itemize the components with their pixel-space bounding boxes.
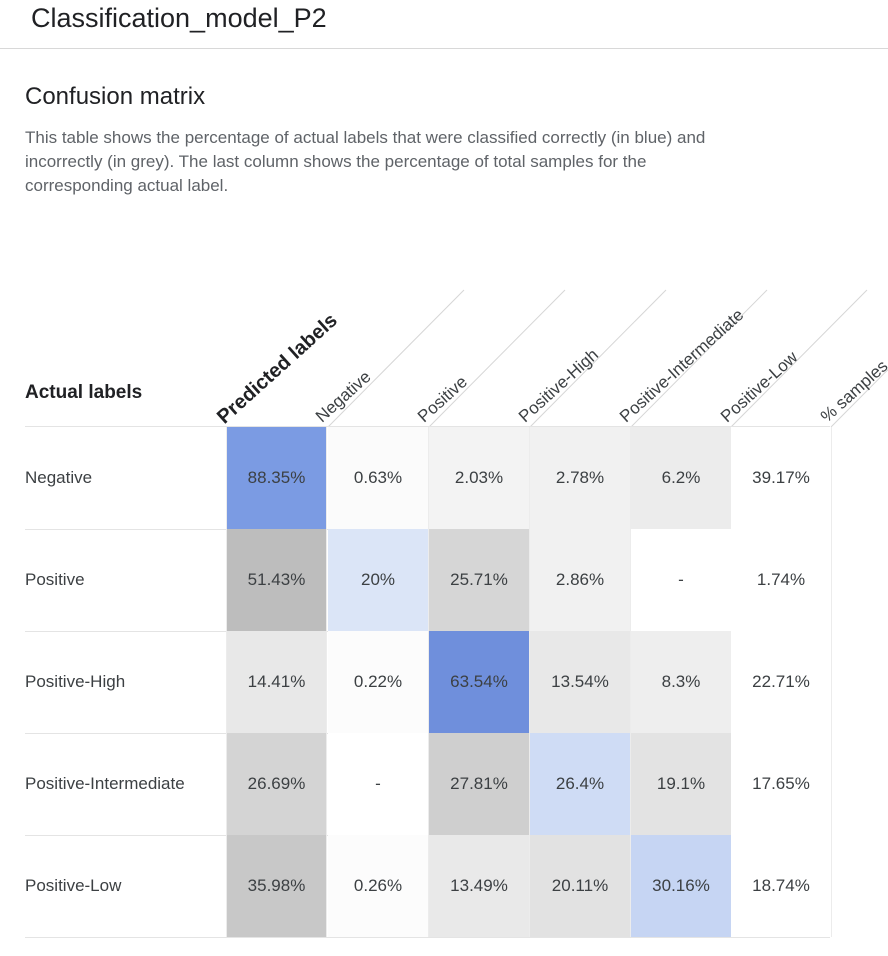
column-header-samples: % samples — [817, 356, 888, 427]
matrix-cell: 8.3% — [631, 631, 732, 733]
matrix-cell: 0.22% — [328, 631, 429, 733]
matrix-cell: 63.54% — [429, 631, 530, 733]
matrix-cell: - — [631, 529, 732, 631]
matrix-cell: 26.4% — [530, 733, 631, 835]
samples-cell: 17.65% — [731, 733, 832, 835]
column-header-positive-low: Positive-Low — [717, 347, 802, 427]
row-divider — [25, 426, 830, 427]
row-label: Positive — [25, 570, 85, 589]
matrix-cell: 0.26% — [328, 835, 429, 937]
matrix-cell: 14.41% — [226, 631, 327, 733]
row-label: Negative — [25, 468, 93, 487]
column-header-negative: Negative — [312, 367, 375, 427]
column-header-positive: Positive — [414, 372, 471, 427]
matrix-cell: - — [328, 733, 429, 835]
matrix-cell: 13.54% — [530, 631, 631, 733]
actual-labels-heading: Actual labels — [25, 382, 143, 403]
row-label: Positive-Low — [25, 876, 122, 895]
section-title: Confusion matrix — [25, 83, 206, 110]
samples-cell: 1.74% — [731, 529, 832, 631]
matrix-cell: 0.63% — [328, 427, 429, 529]
section-description: This table shows the percentage of actua… — [25, 128, 706, 195]
matrix-cell: 30.16% — [631, 835, 732, 937]
matrix-cell: 6.2% — [631, 427, 732, 529]
page-header: Classification_model_P2 — [0, 0, 888, 49]
matrix-cell: 2.78% — [530, 427, 631, 529]
samples-cell: 22.71% — [731, 631, 832, 733]
matrix-cell: 26.69% — [226, 733, 327, 835]
matrix-cell: 51.43% — [226, 529, 327, 631]
samples-cell: 18.74% — [731, 835, 832, 937]
matrix-cell: 20.11% — [530, 835, 631, 937]
matrix-cell: 19.1% — [631, 733, 732, 835]
column-header-dividers — [327, 289, 888, 428]
matrix-cell: 20% — [328, 529, 429, 631]
samples-cell: 39.17% — [731, 427, 832, 529]
row-label: Positive-Intermediate — [25, 774, 185, 793]
column-header-positive-high: Positive-High — [515, 344, 603, 427]
model-title: Classification_model_P2 — [31, 3, 327, 33]
matrix-cell: 25.71% — [429, 529, 530, 631]
row-divider — [25, 937, 830, 938]
matrix-cell: 13.49% — [429, 835, 530, 937]
matrix-cell: 2.03% — [429, 427, 530, 529]
matrix-cell: 2.86% — [530, 529, 631, 631]
matrix-cell: 88.35% — [226, 427, 327, 529]
matrix-cell: 27.81% — [429, 733, 530, 835]
row-label: Positive-High — [25, 672, 126, 691]
matrix-cell: 35.98% — [226, 835, 327, 937]
